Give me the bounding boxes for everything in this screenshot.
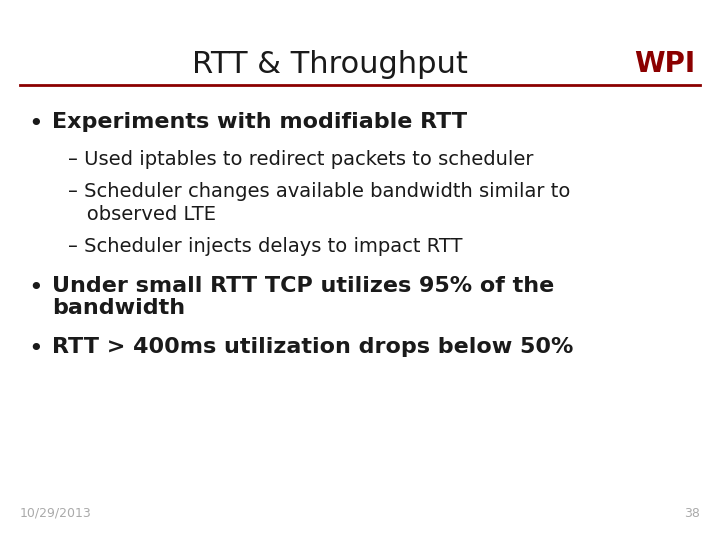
- Text: observed LTE: observed LTE: [68, 205, 216, 224]
- Text: – Scheduler injects delays to impact RTT: – Scheduler injects delays to impact RTT: [68, 237, 462, 256]
- Text: •: •: [28, 276, 42, 300]
- Text: – Used iptables to redirect packets to scheduler: – Used iptables to redirect packets to s…: [68, 150, 534, 169]
- Text: 38: 38: [684, 507, 700, 520]
- Text: •: •: [28, 337, 42, 361]
- Text: Under small RTT TCP utilizes 95% of the: Under small RTT TCP utilizes 95% of the: [52, 276, 554, 296]
- Text: bandwidth: bandwidth: [52, 298, 185, 318]
- Text: RTT & Throughput: RTT & Throughput: [192, 50, 468, 79]
- Text: •: •: [28, 112, 42, 136]
- Text: WPI: WPI: [634, 50, 695, 78]
- Text: Experiments with modifiable RTT: Experiments with modifiable RTT: [52, 112, 467, 132]
- Text: RTT > 400ms utilization drops below 50%: RTT > 400ms utilization drops below 50%: [52, 337, 573, 357]
- Text: – Scheduler changes available bandwidth similar to: – Scheduler changes available bandwidth …: [68, 182, 570, 201]
- Text: 10/29/2013: 10/29/2013: [20, 507, 91, 520]
